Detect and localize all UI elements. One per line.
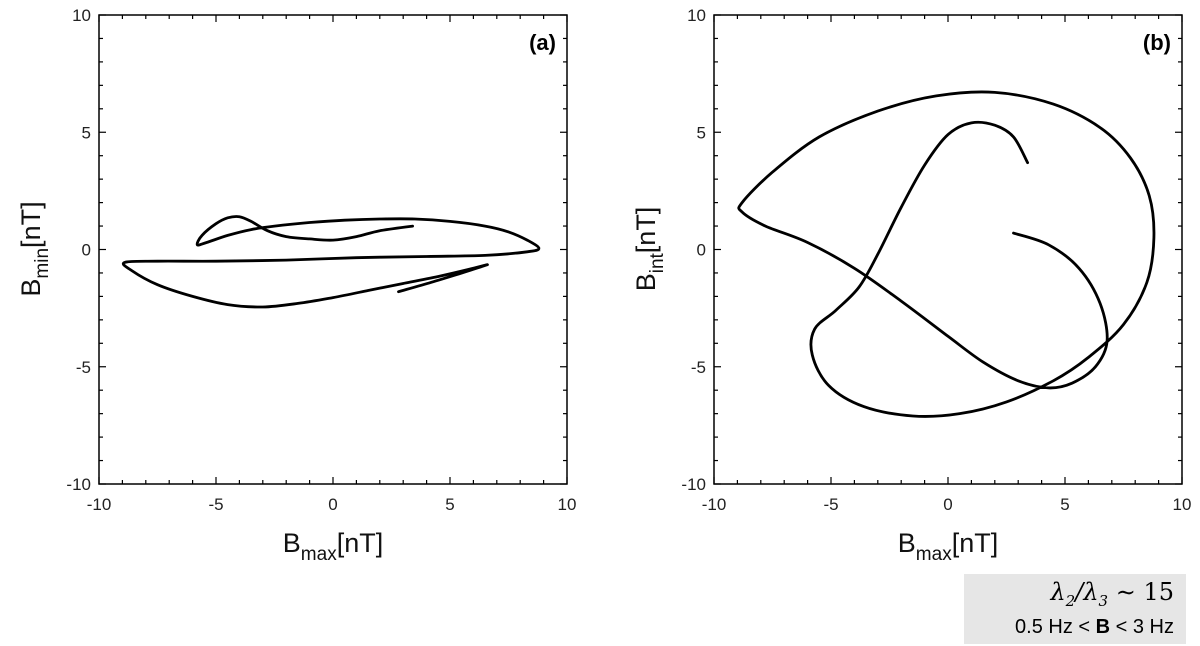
x-tick-label: -5 xyxy=(208,495,223,514)
x-tick-label: 0 xyxy=(943,495,952,514)
y-tick-label: 5 xyxy=(697,123,706,142)
y-tick-label: -5 xyxy=(691,358,706,377)
y-tick-label: -5 xyxy=(76,358,91,377)
legend-frequency-band: 0.5 Hz < B < 3 Hz xyxy=(1015,616,1174,638)
tick-labels-a: -10 -5 0 5 10 -10 -5 0 5 10 xyxy=(66,6,576,514)
x-tick-label: 5 xyxy=(445,495,454,514)
y-tick-label: -10 xyxy=(681,475,706,494)
x-tick-label: 0 xyxy=(328,495,337,514)
panel-a: -10 -5 0 5 10 -10 -5 0 5 10 (a) Bmax[nT] Bmin[nT] xyxy=(16,6,576,565)
y-axis-label-b: Bint[nT] xyxy=(631,207,668,292)
y-tick-label: 5 xyxy=(82,123,91,142)
panel-label-b: (b) xyxy=(1143,30,1171,55)
tick-labels-b: -10 -5 0 5 10 -10 -5 0 5 10 xyxy=(681,6,1191,514)
y-axis-label-a: Bmin[nT] xyxy=(16,201,53,296)
x-tick-label: 10 xyxy=(558,495,577,514)
legend-box: λ2/λ3 ∼ 15 0.5 Hz < B < 3 Hz xyxy=(964,574,1186,644)
x-axis-label-b: Bmax[nT] xyxy=(898,528,998,565)
panel-b: -10 -5 0 5 10 -10 -5 0 5 10 (b) Bmax[nT] Bint[nT] xyxy=(631,6,1191,565)
y-tick-label: 10 xyxy=(72,6,91,25)
ticks-a xyxy=(98,14,568,485)
plot-area-b xyxy=(713,14,1183,485)
y-tick-label: 0 xyxy=(697,241,706,260)
legend-eigenvalue-ratio: λ2/λ3 ∼ 15 xyxy=(1050,578,1174,610)
x-tick-label: 5 xyxy=(1060,495,1069,514)
x-tick-label: 10 xyxy=(1173,495,1192,514)
y-tick-label: 0 xyxy=(82,241,91,260)
x-axis-label-a: Bmax[nT] xyxy=(283,528,383,565)
curve-b xyxy=(737,90,1156,418)
panel-label-a: (a) xyxy=(529,30,556,55)
ticks-b xyxy=(713,14,1183,485)
y-tick-label: 10 xyxy=(687,6,706,25)
curve-a xyxy=(121,215,541,309)
x-tick-label: -10 xyxy=(87,495,112,514)
x-tick-label: -5 xyxy=(823,495,838,514)
plot-area-a xyxy=(98,14,568,485)
y-tick-label: -10 xyxy=(66,475,91,494)
x-tick-label: -10 xyxy=(702,495,727,514)
